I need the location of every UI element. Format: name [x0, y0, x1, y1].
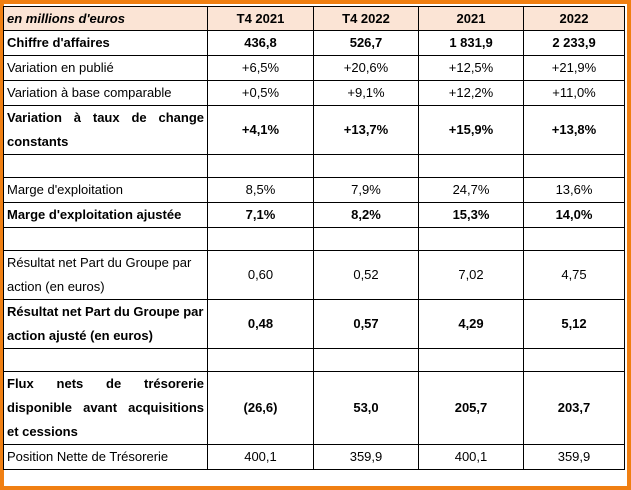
row-label: Position Nette de Trésorerie: [3, 444, 208, 470]
cell-value: +20,6%: [313, 55, 419, 81]
cell-value: 400,1: [207, 444, 314, 470]
table-row: Variation en publié +6,5% +20,6% +12,5% …: [3, 55, 625, 81]
cell-value: +12,5%: [418, 55, 524, 81]
cell-value: 15,3%: [418, 202, 524, 228]
spacer-row: [3, 348, 625, 372]
table-row: Variation à base comparable +0,5% +9,1% …: [3, 80, 625, 106]
cell-value: 14,0%: [523, 202, 625, 228]
cell-value: 1 831,9: [418, 30, 524, 56]
row-label: Flux nets de trésorerie disponible avant…: [3, 371, 208, 445]
cell-value: 4,29: [418, 299, 524, 349]
cell-value: 359,9: [523, 444, 625, 470]
cell-value: 24,7%: [418, 177, 524, 203]
table-row: Flux nets de trésorerie disponible avant…: [3, 371, 625, 445]
cell-value: 359,9: [313, 444, 419, 470]
cell-value: 0,57: [313, 299, 419, 349]
header-col-t4-2021: T4 2021: [207, 6, 314, 31]
cell-value: +13,8%: [523, 105, 625, 155]
cell-value: 400,1: [418, 444, 524, 470]
financial-table: en millions d'euros T4 2021 T4 2022 2021…: [3, 6, 625, 470]
row-label: Marge d'exploitation ajustée: [3, 202, 208, 228]
cell-value: 13,6%: [523, 177, 625, 203]
cell-value: 53,0: [313, 371, 419, 445]
cell-value: 2 233,9: [523, 30, 625, 56]
cell-value: +11,0%: [523, 80, 625, 106]
spacer-row: [3, 227, 625, 251]
table-row: Chiffre d'affaires 436,8 526,7 1 831,9 2…: [3, 30, 625, 56]
row-label: Marge d'exploitation: [3, 177, 208, 203]
cell-value: +15,9%: [418, 105, 524, 155]
header-col-2021: 2021: [418, 6, 524, 31]
cell-value: 0,60: [207, 250, 314, 300]
row-label: Variation à taux de change constants: [3, 105, 208, 155]
row-label: Variation en publié: [3, 55, 208, 81]
table-row: Position Nette de Trésorerie 400,1 359,9…: [3, 444, 625, 470]
cell-value: 205,7: [418, 371, 524, 445]
cell-value: +12,2%: [418, 80, 524, 106]
table-row: Variation à taux de change constants +4,…: [3, 105, 625, 155]
cell-value: +0,5%: [207, 80, 314, 106]
header-col-t4-2022: T4 2022: [313, 6, 419, 31]
cell-value: 0,52: [313, 250, 419, 300]
cell-value: +9,1%: [313, 80, 419, 106]
table-row: Marge d'exploitation ajustée 7,1% 8,2% 1…: [3, 202, 625, 228]
row-label: Résultat net Part du Groupe par action (…: [3, 250, 208, 300]
header-col-2022: 2022: [523, 6, 625, 31]
row-label: Résultat net Part du Groupe par action a…: [3, 299, 208, 349]
row-label: Chiffre d'affaires: [3, 30, 208, 56]
table-row: Résultat net Part du Groupe par action (…: [3, 250, 625, 300]
cell-value: 203,7: [523, 371, 625, 445]
cell-value: +4,1%: [207, 105, 314, 155]
cell-value: +13,7%: [313, 105, 419, 155]
cell-value: 8,5%: [207, 177, 314, 203]
cell-value: 7,02: [418, 250, 524, 300]
cell-value: 4,75: [523, 250, 625, 300]
cell-value: 526,7: [313, 30, 419, 56]
cell-value: 8,2%: [313, 202, 419, 228]
header-row: en millions d'euros T4 2021 T4 2022 2021…: [3, 6, 625, 31]
header-label: en millions d'euros: [3, 6, 208, 31]
cell-value: 7,1%: [207, 202, 314, 228]
table-row: Marge d'exploitation 8,5% 7,9% 24,7% 13,…: [3, 177, 625, 203]
cell-value: +6,5%: [207, 55, 314, 81]
cell-value: +21,9%: [523, 55, 625, 81]
cell-value: 436,8: [207, 30, 314, 56]
spacer-row: [3, 154, 625, 178]
table-row: Résultat net Part du Groupe par action a…: [3, 299, 625, 349]
cell-value: 7,9%: [313, 177, 419, 203]
cell-value: 0,48: [207, 299, 314, 349]
cell-value: 5,12: [523, 299, 625, 349]
row-label: Variation à base comparable: [3, 80, 208, 106]
cell-value: (26,6): [207, 371, 314, 445]
